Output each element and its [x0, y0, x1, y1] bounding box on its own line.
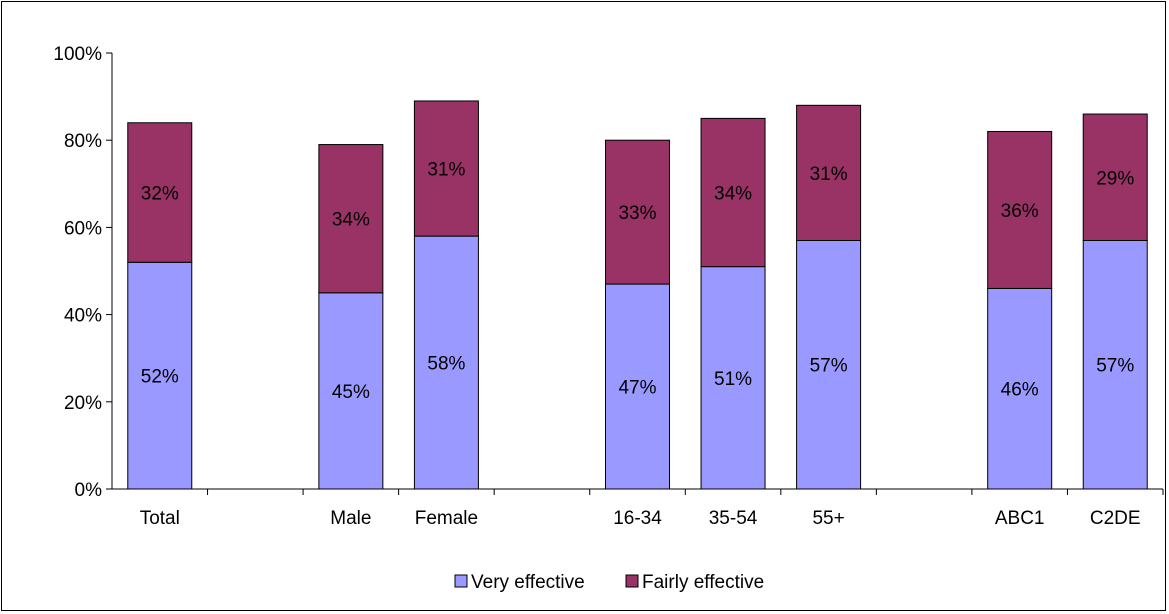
data-label-fairly-effective: 36% — [1001, 201, 1039, 222]
legend-label-fairly-effective: Fairly effective — [642, 572, 764, 593]
legend-label-very-effective: Very effective — [471, 572, 585, 593]
bar-fairly-effective — [700, 117, 766, 268]
legend-swatch-very-effective — [454, 574, 468, 588]
category-label: Female — [415, 508, 478, 529]
bar-very-effective — [413, 235, 479, 490]
category-label: Male — [330, 508, 371, 529]
bar-fairly-effective — [987, 130, 1053, 289]
bar-very-effective — [127, 261, 193, 490]
y-tick-label: 40% — [64, 306, 102, 327]
category-label: Total — [140, 508, 180, 529]
bar-fairly-effective — [796, 104, 862, 241]
data-label-fairly-effective: 29% — [1096, 168, 1134, 189]
bar-very-effective — [987, 287, 1053, 490]
y-tick-label: 0% — [75, 480, 103, 501]
bar-very-effective — [318, 292, 384, 490]
data-label-fairly-effective: 31% — [810, 164, 848, 185]
data-label-very-effective: 46% — [1001, 380, 1039, 401]
data-label-fairly-effective: 31% — [427, 160, 465, 181]
category-label: 35-54 — [709, 508, 758, 529]
legend-swatch-fairly-effective — [625, 574, 639, 588]
category-label: 55+ — [812, 508, 844, 529]
bar-very-effective — [1082, 239, 1148, 490]
y-tick-label: 60% — [64, 218, 102, 239]
bar-fairly-effective — [605, 139, 670, 285]
data-label-very-effective: 47% — [618, 378, 656, 399]
category-label: 16-34 — [613, 508, 662, 529]
y-tick-label: 80% — [64, 131, 102, 152]
bar-fairly-effective — [1082, 113, 1148, 241]
data-label-fairly-effective: 32% — [141, 184, 179, 205]
data-label-very-effective: 57% — [810, 356, 848, 377]
category-label: C2DE — [1090, 508, 1141, 529]
y-tick-label: 100% — [53, 44, 102, 65]
data-label-very-effective: 45% — [332, 382, 370, 403]
y-tick-label: 20% — [64, 393, 102, 414]
data-label-very-effective: 57% — [1096, 356, 1134, 377]
data-label-very-effective: 52% — [141, 367, 179, 388]
bar-very-effective — [700, 266, 766, 490]
data-label-very-effective: 51% — [714, 369, 752, 390]
data-label-very-effective: 58% — [427, 354, 465, 375]
data-label-fairly-effective: 34% — [332, 210, 370, 231]
bar-fairly-effective — [413, 100, 479, 237]
data-label-fairly-effective: 34% — [714, 184, 752, 205]
bar-very-effective — [796, 239, 862, 490]
bar-fairly-effective — [318, 144, 384, 294]
category-label: ABC1 — [995, 508, 1045, 529]
data-label-fairly-effective: 33% — [618, 203, 656, 224]
bar-fairly-effective — [127, 122, 193, 263]
bar-very-effective — [605, 283, 670, 490]
